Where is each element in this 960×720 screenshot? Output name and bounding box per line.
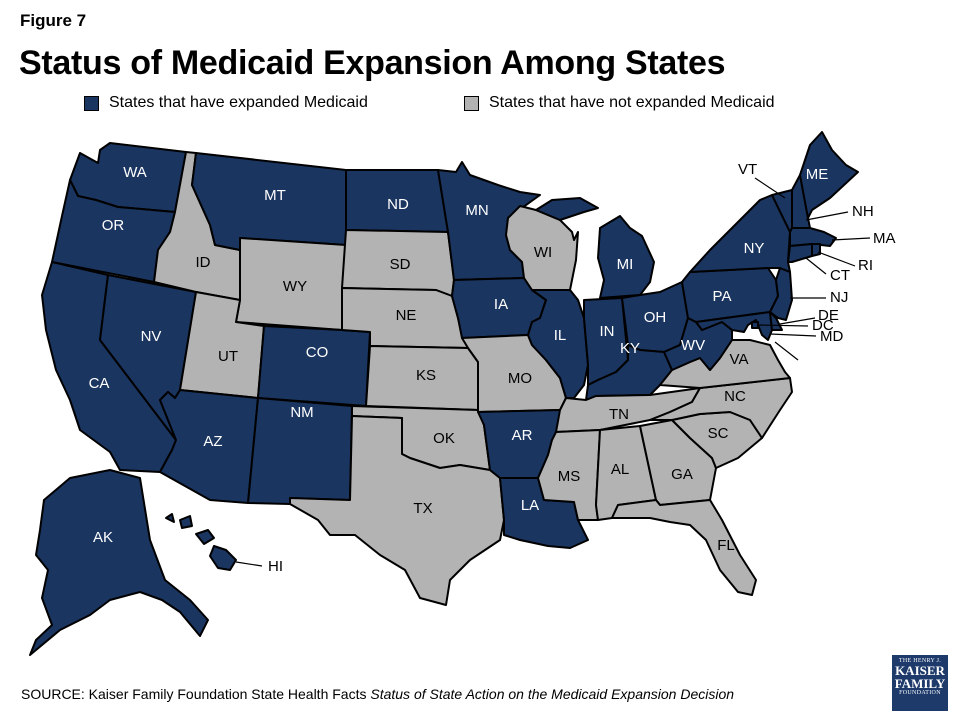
label-ak: AK <box>93 529 113 546</box>
label-ma: MA <box>873 230 896 247</box>
state-wy <box>235 237 347 331</box>
label-wy: WY <box>283 278 307 295</box>
label-vt: VT <box>738 161 757 178</box>
label-ar: AR <box>512 427 533 444</box>
chart-title: Status of Medicaid Expansion Among State… <box>19 44 726 82</box>
state-ak <box>29 469 209 656</box>
source-title: Status of State Action on the Medicaid E… <box>370 686 735 702</box>
label-md: MD <box>820 328 843 345</box>
logo-line-3: FAMILY <box>894 676 946 691</box>
label-ky: KY <box>620 340 640 357</box>
label-la: LA <box>521 497 539 514</box>
label-nd: ND <box>387 196 409 213</box>
label-sd: SD <box>390 256 411 273</box>
label-ca: CA <box>89 375 110 392</box>
leader-md <box>769 333 817 337</box>
logo-line-4: FOUNDATION <box>899 690 941 696</box>
state-il <box>527 289 589 399</box>
label-ne: NE <box>396 307 417 324</box>
label-tx: TX <box>413 500 432 517</box>
state-nc <box>649 377 793 439</box>
label-ct: CT <box>830 267 850 284</box>
kff-logo: THE HENRY J. KAISER FAMILY FOUNDATION <box>892 655 948 711</box>
state-hi-island <box>165 513 175 523</box>
logo-line-1: THE HENRY J. <box>898 658 942 664</box>
label-hi: HI <box>268 558 283 575</box>
legend-item-not-expanded: States that have not expanded Medicaid <box>464 94 775 112</box>
label-dc: DC <box>812 317 834 334</box>
label-ri: RI <box>858 257 873 274</box>
label-ut: UT <box>218 348 238 365</box>
label-pa: PA <box>713 288 732 305</box>
leader-ri <box>817 251 856 267</box>
state-hi-islands <box>165 513 237 571</box>
label-or: OR <box>102 217 125 234</box>
leader-ma <box>831 237 871 241</box>
state-co <box>257 325 371 407</box>
legend-label-expanded: States that have expanded Medicaid <box>109 94 368 111</box>
label-tn: TN <box>609 406 629 423</box>
label-de: DE <box>818 307 839 324</box>
label-il: IL <box>554 327 567 344</box>
state-ny <box>689 194 791 273</box>
legend-swatch-not-expanded <box>464 95 479 111</box>
leader-hi <box>235 561 263 567</box>
source-prefix: SOURCE: Kaiser Family Foundation State H… <box>21 686 371 702</box>
state-tx <box>289 415 505 606</box>
label-nc: NC <box>724 388 746 405</box>
leader-vt <box>754 177 786 199</box>
label-id: ID <box>196 254 211 271</box>
state-ct <box>787 243 813 263</box>
label-ia: IA <box>494 296 508 313</box>
label-ga: GA <box>671 466 693 483</box>
label-va: VA <box>730 351 749 368</box>
label-mo: MO <box>508 370 532 387</box>
label-ny: NY <box>744 240 765 257</box>
label-sc: SC <box>708 425 729 442</box>
label-ks: KS <box>416 367 436 384</box>
state-hi-island <box>195 529 215 545</box>
state-hi-island <box>179 515 193 529</box>
state-dc <box>751 321 759 329</box>
label-wv: WV <box>681 337 705 354</box>
label-fl: FL <box>717 537 735 554</box>
label-nh: NH <box>852 203 874 220</box>
label-az: AZ <box>203 433 222 450</box>
state-ri <box>811 243 821 257</box>
label-co: CO <box>306 344 329 361</box>
legend-swatch-expanded <box>84 95 99 111</box>
label-mn: MN <box>465 202 488 219</box>
label-al: AL <box>611 461 629 478</box>
label-wa: WA <box>123 164 147 181</box>
state-me <box>799 131 859 219</box>
label-mi: MI <box>617 256 634 273</box>
figure-label: Figure 7 <box>20 11 87 30</box>
label-mt: MT <box>264 187 286 204</box>
logo-line-2: KAISER <box>895 663 945 678</box>
label-wi: WI <box>534 244 552 261</box>
label-nm: NM <box>290 404 313 421</box>
label-me: ME <box>806 166 829 183</box>
label-oh: OH <box>644 309 667 326</box>
label-in: IN <box>600 323 615 340</box>
leader-nh <box>805 211 849 221</box>
leader-de <box>779 317 816 325</box>
source-note: SOURCE: Kaiser Family Foundation State H… <box>21 686 734 702</box>
state-nh <box>791 174 811 229</box>
label-nj: NJ <box>830 289 848 306</box>
leader-dc <box>757 324 809 327</box>
state-hi <box>209 545 237 571</box>
label-ok: OK <box>433 430 455 447</box>
legend-item-expanded: States that have expanded Medicaid <box>84 94 368 112</box>
label-ms: MS <box>558 468 581 485</box>
legend-label-not-expanded: States that have not expanded Medicaid <box>489 94 775 111</box>
state-fl <box>611 499 757 596</box>
label-nv: NV <box>141 328 162 345</box>
leader-va-coast <box>774 341 799 361</box>
leader-ct <box>805 257 827 275</box>
state-mi <box>535 197 655 299</box>
